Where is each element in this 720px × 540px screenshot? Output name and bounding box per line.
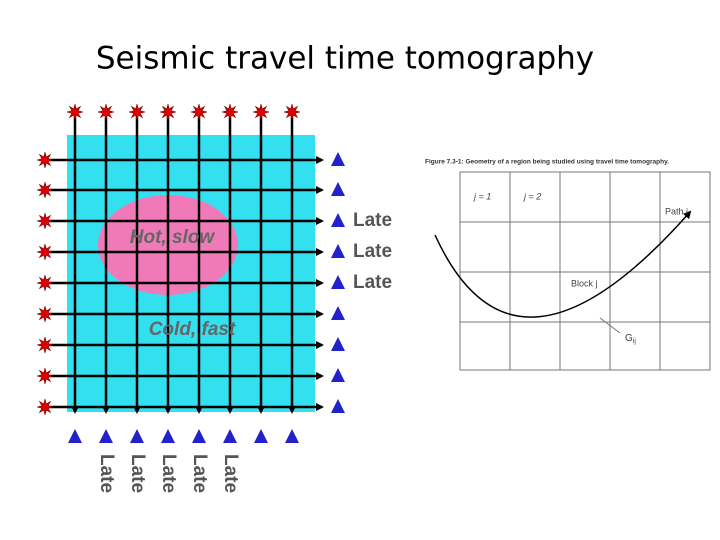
receiver (331, 244, 345, 258)
source (36, 336, 54, 354)
source (66, 103, 84, 121)
receiver (68, 429, 82, 443)
receiver (254, 429, 268, 443)
source (36, 243, 54, 261)
receiver (161, 429, 175, 443)
late-label: Late (353, 241, 392, 262)
receiver (331, 152, 345, 166)
late-label: Late (189, 454, 210, 493)
source (36, 398, 54, 416)
receiver (130, 429, 144, 443)
segment-label: Gij (625, 333, 636, 345)
cold-label: Cold, fast (149, 319, 236, 340)
receiver (331, 306, 345, 320)
receiver (192, 429, 206, 443)
receiver (99, 429, 113, 443)
source (36, 305, 54, 323)
column-label: j = 1 (473, 191, 491, 201)
source (128, 103, 146, 121)
source (36, 181, 54, 199)
leader (599, 317, 621, 334)
late-label: Late (353, 272, 392, 293)
block-label: Block j (571, 278, 598, 288)
late-label: Late (127, 454, 148, 493)
ray-grid (45, 112, 324, 414)
source (190, 103, 208, 121)
column-label: j = 2 (523, 191, 541, 201)
source (36, 151, 54, 169)
late-label: Late (96, 454, 117, 493)
receiver (331, 275, 345, 289)
receiver (331, 399, 345, 413)
hot-label: Hot, slow (130, 227, 216, 248)
source (221, 103, 239, 121)
ray-path (434, 210, 692, 318)
receiver (223, 429, 237, 443)
source (36, 274, 54, 292)
receiver (285, 429, 299, 443)
source (97, 103, 115, 121)
source (252, 103, 270, 121)
figure: Figure 7.3-1: Geometry of a region being… (425, 159, 711, 371)
source (283, 103, 301, 121)
receiver (331, 213, 345, 227)
late-label: Late (158, 454, 179, 493)
late-label: Late (353, 210, 392, 231)
receiver (331, 182, 345, 196)
block-grid (459, 171, 711, 371)
source (159, 103, 177, 121)
path-label: Path i (665, 206, 688, 216)
slide-title: Seismic travel time tomography (96, 41, 594, 77)
segment-symbol: G (625, 333, 633, 344)
receiver (331, 368, 345, 382)
late-label: Late (220, 454, 241, 493)
receiver (331, 337, 345, 351)
figure-caption: Figure 7.3-1: Geometry of a region being… (425, 159, 669, 166)
segment-subscript: ij (633, 338, 637, 345)
source (36, 212, 54, 230)
source (36, 367, 54, 385)
